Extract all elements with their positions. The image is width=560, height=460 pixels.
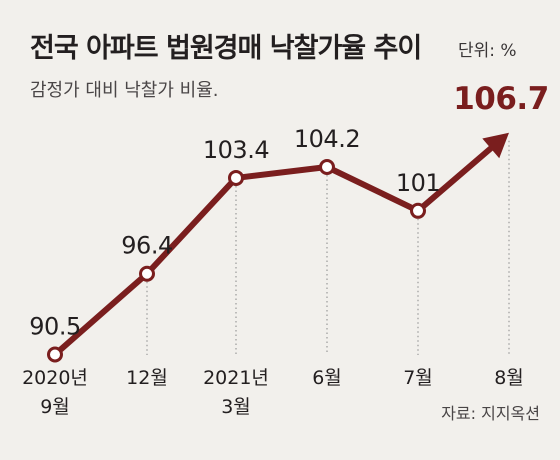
- data-label-5: 106.7: [453, 81, 549, 117]
- data-label-1: 96.4: [121, 232, 172, 260]
- series-line: [52, 145, 494, 358]
- unit-label: 단위: %: [458, 41, 517, 61]
- x-tick-label-0-0: 2020년: [22, 367, 88, 389]
- x-tick-label-4: 7월: [403, 367, 433, 389]
- data-point-2: [228, 169, 244, 186]
- data-point-0: [47, 346, 63, 363]
- data-label-2: 103.4: [203, 136, 269, 164]
- chart-subtitle: 감정가 대비 낙찰가 비율.: [30, 80, 219, 101]
- data-label-4: 101: [396, 169, 440, 197]
- x-tick-label-2-1: 3월: [221, 396, 251, 418]
- x-tick-label-1: 12월: [126, 367, 168, 389]
- source-note: 자료: 지지옥션: [441, 404, 540, 423]
- data-label-0: 90.5: [29, 312, 80, 340]
- x-tick-label-3: 6월: [312, 367, 342, 389]
- chart-title: 전국 아파트 법원경매 낙찰가율 추이: [30, 33, 422, 64]
- data-point-3: [319, 159, 335, 175]
- arrow-head: [482, 132, 509, 159]
- x-tick-label-0-1: 9월: [40, 396, 70, 418]
- data-label-3: 104.2: [294, 125, 360, 153]
- data-point-1: [139, 265, 155, 282]
- data-point-4: [410, 202, 426, 219]
- x-tick-label-5: 8월: [494, 367, 524, 389]
- x-tick-label-2-0: 2021년: [203, 367, 269, 389]
